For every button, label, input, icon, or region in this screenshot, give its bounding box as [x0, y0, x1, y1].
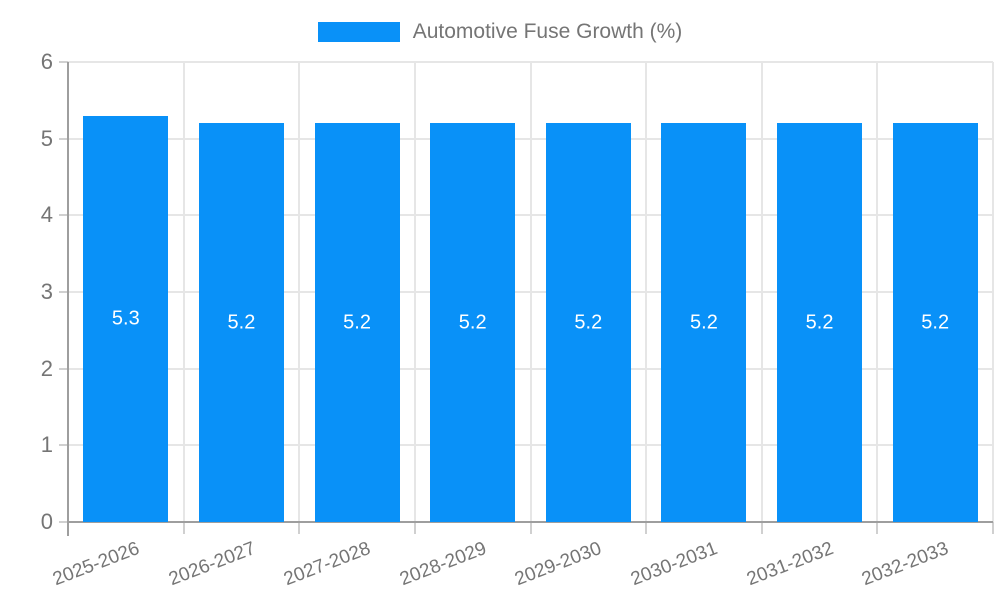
grid-line-vertical: [529, 62, 532, 522]
bar-value-label: 5.3: [111, 307, 140, 330]
x-axis-tick: [876, 522, 879, 534]
y-axis-tick: [59, 291, 68, 293]
bar[interactable]: [198, 123, 284, 522]
y-axis-label: 2: [40, 355, 53, 381]
x-axis-label: 2025-2026: [49, 538, 143, 591]
bar-value-label: 5.2: [690, 311, 718, 334]
y-axis-label: 0: [40, 509, 53, 534]
x-axis-line: [68, 521, 993, 523]
legend[interactable]: Automotive Fuse Growth (%): [0, 14, 1000, 50]
y-axis-label: 5: [40, 125, 53, 151]
y-axis-label: 3: [40, 279, 53, 304]
grid-line-vertical: [876, 62, 879, 522]
grid-line-vertical: [182, 62, 185, 522]
x-axis-label: 2030-2031: [628, 538, 721, 591]
x-axis-label: 2028-2029: [396, 538, 490, 591]
bar[interactable]: [777, 123, 863, 522]
y-axis-label: 4: [40, 202, 53, 228]
grid-line-vertical: [413, 62, 416, 522]
x-axis-tick: [760, 522, 763, 534]
bar[interactable]: [892, 123, 978, 522]
x-axis-tick: [182, 522, 185, 534]
y-axis-tick: [59, 137, 68, 140]
legend-label: Automotive Fuse Growth (%): [412, 20, 683, 43]
bar[interactable]: [661, 123, 747, 522]
y-axis-label: 6: [40, 49, 53, 74]
y-axis-label: 1: [40, 432, 53, 458]
x-axis-label: 2027-2028: [281, 538, 374, 591]
bar[interactable]: [314, 123, 400, 522]
y-axis-line: [67, 62, 69, 536]
x-axis-label: 2032-2033: [859, 538, 952, 591]
grid-line-vertical: [760, 62, 763, 522]
x-axis-tick: [529, 522, 532, 534]
bar-value-label: 5.2: [458, 311, 487, 334]
bar-value-label: 5.2: [343, 311, 371, 334]
bar-value-label: 5.2: [805, 311, 834, 334]
bar[interactable]: [545, 123, 631, 522]
x-axis-label: 2029-2030: [512, 538, 605, 591]
grid-line-vertical: [298, 62, 301, 522]
grid-line-vertical: [992, 62, 994, 522]
x-axis-label: 2026-2027: [165, 538, 258, 591]
y-axis-tick: [59, 521, 68, 523]
x-axis-tick: [645, 522, 648, 534]
x-axis-tick: [992, 522, 994, 534]
y-axis-tick: [59, 367, 68, 370]
x-axis-label: 2031-2032: [743, 538, 837, 591]
x-axis-tick: [298, 522, 301, 534]
y-axis-tick: [59, 214, 68, 217]
y-axis-tick: [59, 61, 68, 63]
bar-value-label: 5.2: [921, 311, 950, 334]
x-axis-tick: [413, 522, 416, 534]
bar-value-label: 5.2: [227, 311, 256, 334]
bar[interactable]: [83, 115, 169, 522]
bar-value-label: 5.2: [574, 311, 603, 334]
legend-swatch: [317, 22, 400, 42]
y-axis-tick: [59, 444, 68, 447]
grid-line-vertical: [645, 62, 648, 522]
bar[interactable]: [430, 123, 516, 522]
